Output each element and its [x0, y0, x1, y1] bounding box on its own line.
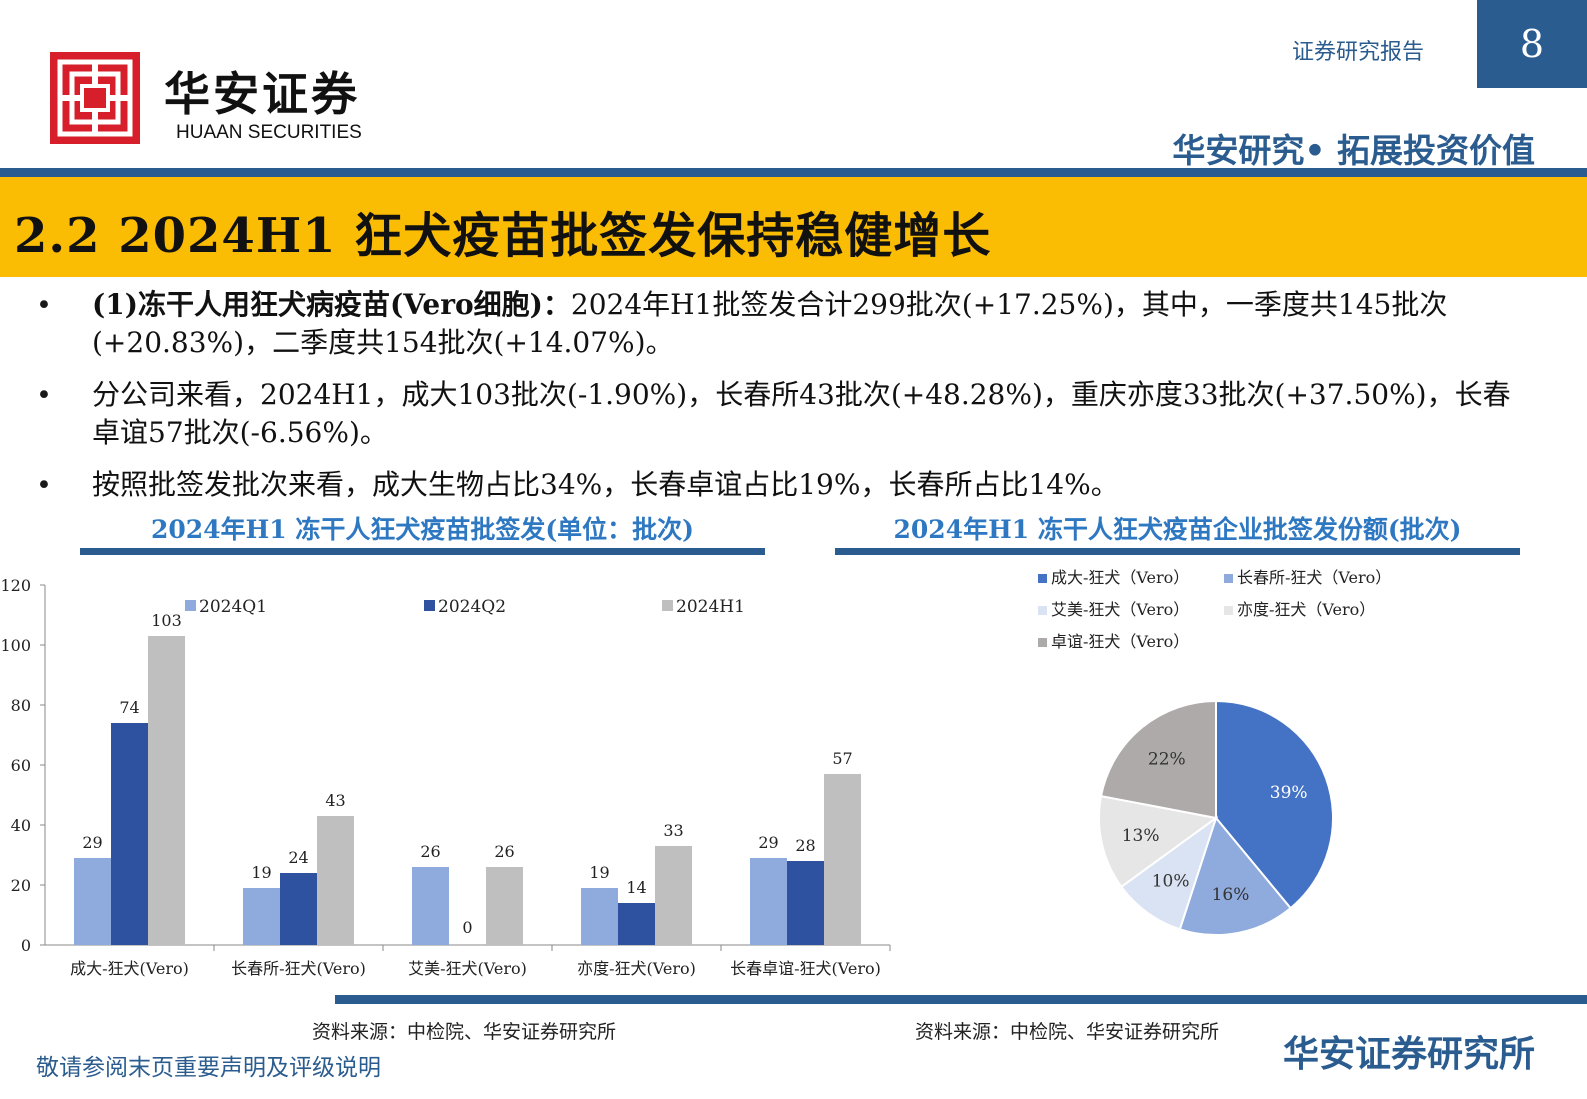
bullet-dot: • [36, 290, 52, 321]
pie-slice [1099, 699, 1217, 820]
data-label: 26 [494, 842, 514, 861]
x-tick-label: 长春所-狂犬(Vero) [231, 959, 366, 978]
bullet-dot: • [36, 470, 52, 501]
legend-swatch [662, 600, 673, 611]
y-tick-label: 0 [21, 936, 31, 955]
y-tick-label: 20 [11, 876, 31, 895]
bar [280, 873, 317, 945]
footer-brand: 华安证券研究所 [1282, 1034, 1535, 1075]
legend-swatch [1224, 606, 1233, 615]
bar [111, 723, 148, 945]
disclaimer: 敬请参阅末页重要声明及评级说明 [36, 1055, 381, 1081]
data-label: 19 [589, 863, 609, 882]
section-title: 2.2 2024H1 狂犬疫苗批签发保持稳健增长 [14, 208, 992, 264]
bar [581, 888, 618, 945]
brand-name-en: HUAAN SECURITIES [176, 122, 362, 143]
data-label: 29 [82, 833, 102, 852]
report-type: 证券研究报告 [1292, 40, 1425, 65]
legend-label: 成大-狂犬（Vero） [1051, 568, 1189, 587]
legend-swatch [1038, 606, 1047, 615]
bar [750, 858, 787, 945]
bar-chart: 0 20 40 60 80 100 120 29 74 103 成大-狂犬(Vero) 19 24 43 长… [0, 576, 891, 978]
x-tick-label: 艾美-狂犬(Vero) [408, 959, 527, 978]
header-divider [0, 168, 1587, 177]
pie-chart-rule [835, 548, 1520, 555]
bar [148, 636, 185, 945]
pie-slice [1098, 794, 1219, 889]
bar-chart-rule [80, 548, 765, 555]
y-tick-label: 60 [11, 756, 31, 775]
x-tick-label: 长春卓谊-狂犬(Vero) [730, 959, 881, 978]
pie-chart-source: 资料来源：中检院、华安证券研究所 [915, 1021, 1220, 1043]
bar [243, 888, 280, 945]
data-label: 24 [288, 848, 308, 867]
slice-label: 39% [1270, 783, 1308, 803]
bar [655, 846, 692, 945]
legend-label: 长春所-狂犬（Vero） [1237, 568, 1391, 587]
data-label: 0 [462, 918, 472, 937]
bullet-1-lead: (1)冻干人用狂犬病疫苗(Vero细胞)： [92, 288, 571, 321]
legend-label: 2024Q1 [199, 597, 267, 617]
bar [74, 858, 111, 945]
legend-swatch [1038, 574, 1047, 583]
data-label: 28 [795, 836, 815, 855]
bullet-dot: • [36, 380, 52, 411]
x-tick-label: 成大-狂犬(Vero) [70, 959, 189, 978]
legend-swatch [1038, 638, 1047, 647]
bar [618, 903, 655, 945]
brand-name-cn: 华安证券 [164, 67, 360, 121]
bullet-text-1: (1)冻干人用狂犬病疫苗(Vero细胞)：2024年H1批签发合计299批次(+… [92, 286, 1532, 362]
bullet-text-2: 分公司来看，2024H1，成大103批次(-1.90%)，长春所43批次(+48… [92, 378, 1511, 449]
legend-label: 2024Q2 [438, 597, 506, 617]
pie-slice [1215, 699, 1334, 910]
slice-label: 10% [1152, 871, 1190, 891]
data-label: 57 [832, 749, 852, 768]
title-band [0, 177, 1587, 277]
legend-label: 艾美-狂犬（Vero） [1051, 600, 1189, 619]
slice-label: 13% [1122, 826, 1160, 846]
data-label: 33 [663, 821, 683, 840]
company-logo [50, 52, 140, 144]
bar-chart-title: 2024年H1 冻干人狂犬疫苗批签发(单位：批次) [151, 515, 694, 544]
legend-swatch [1224, 574, 1233, 583]
legend-label: 亦度-狂犬（Vero） [1237, 600, 1375, 619]
bullet-text-3: 按照批签发批次来看，成大生物占比34%，长春卓谊占比19%，长春所占比14%。 [92, 468, 1119, 501]
x-tick-label: 亦度-狂犬(Vero) [577, 959, 696, 978]
data-label: 103 [151, 611, 182, 630]
bar [824, 774, 861, 945]
bullet-1-body: 2024年H1批签发合计299批次(+17.25%)，其中，一季度共145批次(… [92, 288, 1448, 359]
y-tick-label: 40 [11, 816, 31, 835]
slice-label: 22% [1148, 750, 1186, 770]
y-tick-label: 80 [11, 696, 31, 715]
page-number: 8 [1477, 0, 1587, 88]
legend-label: 2024H1 [676, 597, 745, 617]
bar [787, 861, 824, 945]
legend-swatch [185, 600, 196, 611]
bar [317, 816, 354, 945]
slice-label: 16% [1212, 885, 1250, 905]
data-label: 19 [251, 863, 271, 882]
data-label: 26 [420, 842, 440, 861]
pie-chart-title: 2024年H1 冻干人狂犬疫苗企业批签发份额(批次) [893, 515, 1462, 544]
data-label: 29 [758, 833, 778, 852]
data-label: 43 [325, 791, 345, 810]
y-tick-label: 120 [0, 576, 31, 595]
y-tick-label: 100 [0, 636, 31, 655]
pie-chart: 39% 16% 10% 13% 22% 成大-狂犬（Vero） 长春所-狂犬（Vero） 艾美… [1038, 568, 1391, 936]
legend-swatch [424, 600, 435, 611]
legend-label: 卓谊-狂犬（Vero） [1051, 632, 1189, 651]
bar [486, 867, 523, 945]
footer-divider [335, 995, 1587, 1004]
slogan: 华安研究• 拓展投资价值 [1172, 131, 1535, 170]
bar-chart-source: 资料来源：中检院、华安证券研究所 [312, 1021, 617, 1043]
pie-slice [1119, 815, 1218, 931]
data-label: 14 [626, 878, 646, 897]
bar [412, 867, 449, 945]
data-label: 74 [119, 698, 139, 717]
